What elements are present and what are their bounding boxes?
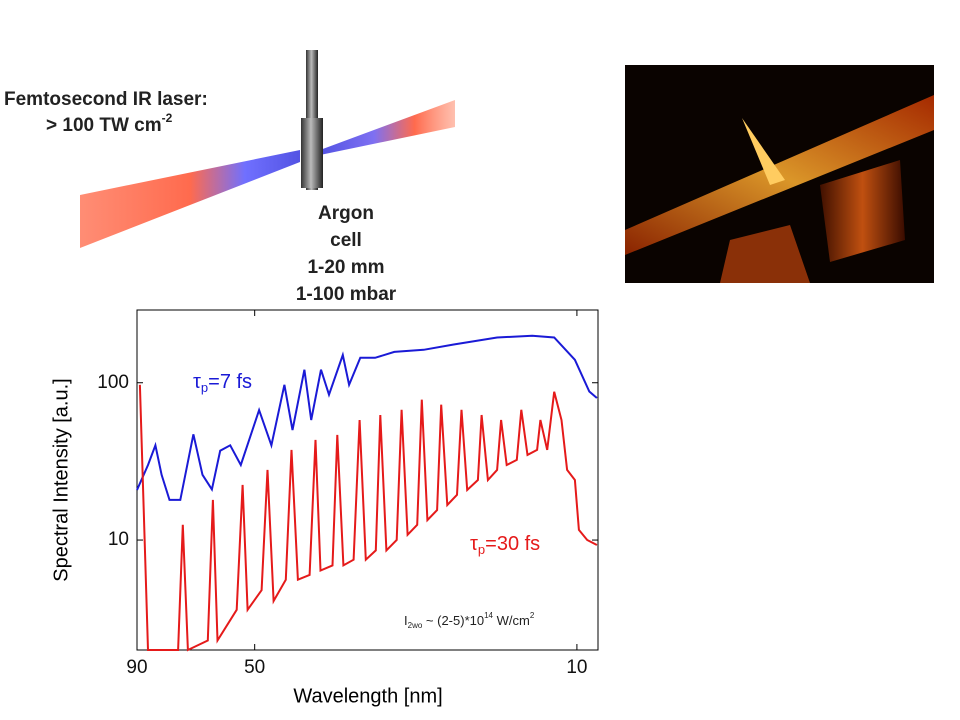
annotation-part: τ bbox=[193, 371, 201, 393]
cell-label: 1-20 mm bbox=[307, 257, 384, 278]
photo bbox=[625, 65, 934, 283]
annotation: I2wo ~ (2-5)*1014 W/cm2 bbox=[404, 611, 535, 630]
annotation-part: 14 bbox=[484, 611, 493, 620]
chart: Wavelength [nm] Spectral Intensity [a.u.… bbox=[50, 309, 599, 707]
y-tick-label: 10 bbox=[108, 529, 129, 550]
laser-label: > 100 TW cm-2 bbox=[46, 111, 173, 136]
cell-label: Argon bbox=[318, 203, 374, 224]
laser-beam bbox=[320, 100, 455, 155]
annotation-part: τ bbox=[470, 533, 478, 555]
photo-cell bbox=[820, 160, 905, 262]
annotation-part: p bbox=[478, 542, 485, 557]
y-axis-label: Spectral Intensity [a.u.] bbox=[50, 378, 72, 581]
laser-label: Femtosecond IR laser: bbox=[4, 89, 208, 110]
laser-label: > 100 TW cm bbox=[46, 115, 162, 136]
photo-nozzle bbox=[742, 118, 785, 185]
laser-label-sup: -2 bbox=[162, 111, 173, 125]
plot-frame bbox=[136, 309, 599, 651]
annotation-part: =30 fs bbox=[485, 533, 540, 555]
cell-label: 1-100 mbar bbox=[296, 284, 397, 305]
cell-label: cell bbox=[330, 230, 362, 251]
annotation-part: I bbox=[404, 613, 408, 628]
x-tick-label: 90 bbox=[126, 657, 147, 678]
series-line bbox=[138, 384, 598, 652]
annotation-part: 2wo bbox=[408, 621, 423, 630]
y-tick-label: 100 bbox=[97, 372, 129, 393]
annotation-part: p bbox=[201, 380, 208, 395]
setup-diagram: Femtosecond IR laser: > 100 TW cm-2 Argo… bbox=[4, 50, 455, 305]
annotation-part: =7 fs bbox=[208, 371, 252, 393]
annotation-part: 2 bbox=[530, 611, 535, 620]
series-line bbox=[136, 334, 598, 501]
annotation: τp=30 fs bbox=[470, 533, 540, 557]
x-tick-label: 10 bbox=[566, 657, 587, 678]
annotation-part: ~ (2-5)*10 bbox=[422, 613, 484, 628]
x-tick-label: 50 bbox=[244, 657, 265, 678]
annotation: τp=7 fs bbox=[193, 371, 252, 395]
x-axis-label: Wavelength [nm] bbox=[293, 685, 442, 707]
annotation-part: W/cm bbox=[493, 613, 530, 628]
gas-cell bbox=[301, 118, 323, 188]
photo-cell bbox=[720, 225, 810, 283]
laser-beam bbox=[80, 150, 300, 248]
